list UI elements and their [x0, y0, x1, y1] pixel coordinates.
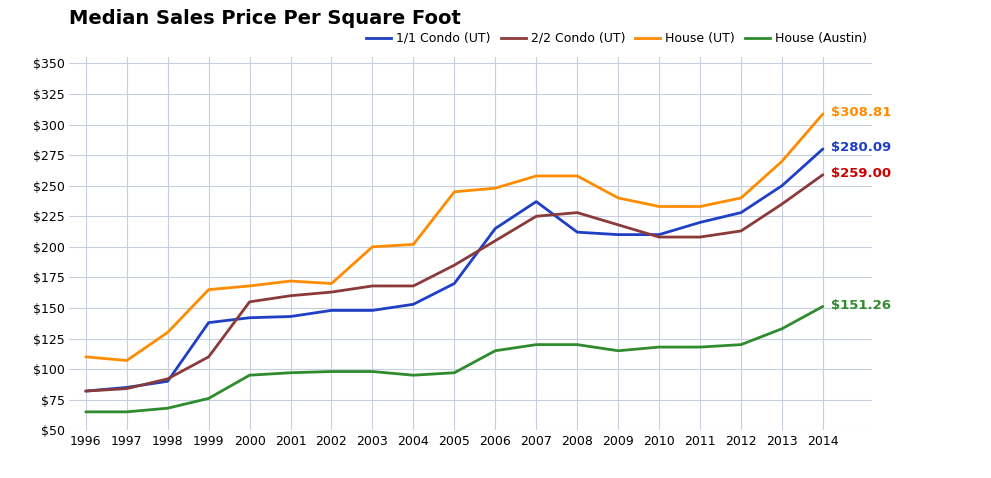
- House (Austin): [367, 369, 379, 374]
- House (Austin): [735, 342, 747, 348]
- 2/2 Condo (UT): [121, 386, 133, 391]
- House (UT): [694, 204, 706, 209]
- House (UT): [203, 287, 215, 293]
- House (Austin): [530, 342, 542, 348]
- 2/2 Condo (UT): [325, 289, 337, 295]
- 2/2 Condo (UT): [284, 293, 296, 299]
- House (Austin): [612, 348, 624, 354]
- 2/2 Condo (UT): [162, 376, 173, 382]
- Text: $280.09: $280.09: [831, 141, 891, 154]
- House (Austin): [653, 344, 665, 350]
- 1/1 Condo (UT): [694, 219, 706, 225]
- 1/1 Condo (UT): [571, 229, 583, 235]
- Text: $308.81: $308.81: [831, 106, 892, 119]
- 2/2 Condo (UT): [244, 299, 256, 304]
- House (Austin): [162, 405, 173, 411]
- House (UT): [162, 329, 173, 335]
- House (Austin): [203, 396, 215, 402]
- 2/2 Condo (UT): [776, 201, 788, 207]
- 1/1 Condo (UT): [162, 379, 173, 384]
- House (UT): [325, 281, 337, 286]
- 2/2 Condo (UT): [407, 283, 419, 289]
- 2/2 Condo (UT): [817, 172, 828, 178]
- Line: House (Austin): House (Austin): [86, 306, 823, 412]
- Text: Median Sales Price Per Square Foot: Median Sales Price Per Square Foot: [69, 9, 461, 28]
- 2/2 Condo (UT): [80, 388, 92, 394]
- 2/2 Condo (UT): [694, 234, 706, 240]
- House (Austin): [80, 409, 92, 415]
- 2/2 Condo (UT): [203, 354, 215, 360]
- House (UT): [244, 283, 256, 289]
- House (UT): [735, 195, 747, 201]
- House (UT): [80, 354, 92, 360]
- 1/1 Condo (UT): [80, 388, 92, 394]
- House (Austin): [694, 344, 706, 350]
- Line: 2/2 Condo (UT): 2/2 Condo (UT): [86, 175, 823, 391]
- 2/2 Condo (UT): [612, 222, 624, 228]
- 1/1 Condo (UT): [612, 232, 624, 238]
- House (Austin): [776, 326, 788, 332]
- 1/1 Condo (UT): [776, 183, 788, 189]
- House (UT): [121, 358, 133, 363]
- Legend: 1/1 Condo (UT), 2/2 Condo (UT), House (UT), House (Austin): 1/1 Condo (UT), 2/2 Condo (UT), House (U…: [362, 27, 872, 50]
- 1/1 Condo (UT): [244, 315, 256, 321]
- House (UT): [284, 278, 296, 284]
- 2/2 Condo (UT): [653, 234, 665, 240]
- House (UT): [817, 111, 828, 117]
- 1/1 Condo (UT): [121, 384, 133, 390]
- 1/1 Condo (UT): [203, 320, 215, 326]
- Text: $151.26: $151.26: [831, 299, 891, 312]
- 1/1 Condo (UT): [367, 307, 379, 313]
- House (UT): [776, 158, 788, 164]
- House (UT): [490, 185, 501, 191]
- House (UT): [612, 195, 624, 201]
- Line: House (UT): House (UT): [86, 114, 823, 360]
- 1/1 Condo (UT): [817, 146, 828, 152]
- House (Austin): [407, 372, 419, 378]
- House (Austin): [244, 372, 256, 378]
- House (UT): [653, 204, 665, 209]
- House (Austin): [325, 369, 337, 374]
- House (UT): [571, 173, 583, 179]
- 1/1 Condo (UT): [325, 307, 337, 313]
- House (Austin): [490, 348, 501, 354]
- Text: $259.00: $259.00: [831, 167, 891, 180]
- 2/2 Condo (UT): [448, 262, 460, 268]
- Line: 1/1 Condo (UT): 1/1 Condo (UT): [86, 149, 823, 391]
- 2/2 Condo (UT): [735, 228, 747, 234]
- House (Austin): [817, 304, 828, 309]
- 1/1 Condo (UT): [735, 210, 747, 216]
- 1/1 Condo (UT): [284, 314, 296, 319]
- 2/2 Condo (UT): [530, 213, 542, 219]
- House (UT): [407, 241, 419, 247]
- 1/1 Condo (UT): [530, 199, 542, 205]
- 2/2 Condo (UT): [367, 283, 379, 289]
- House (Austin): [284, 370, 296, 376]
- 2/2 Condo (UT): [490, 238, 501, 244]
- House (UT): [448, 189, 460, 195]
- House (UT): [530, 173, 542, 179]
- House (Austin): [448, 370, 460, 376]
- 1/1 Condo (UT): [407, 302, 419, 307]
- 1/1 Condo (UT): [653, 232, 665, 238]
- House (Austin): [571, 342, 583, 348]
- House (Austin): [121, 409, 133, 415]
- House (UT): [367, 244, 379, 250]
- 2/2 Condo (UT): [571, 210, 583, 216]
- 1/1 Condo (UT): [448, 281, 460, 286]
- 1/1 Condo (UT): [490, 226, 501, 231]
